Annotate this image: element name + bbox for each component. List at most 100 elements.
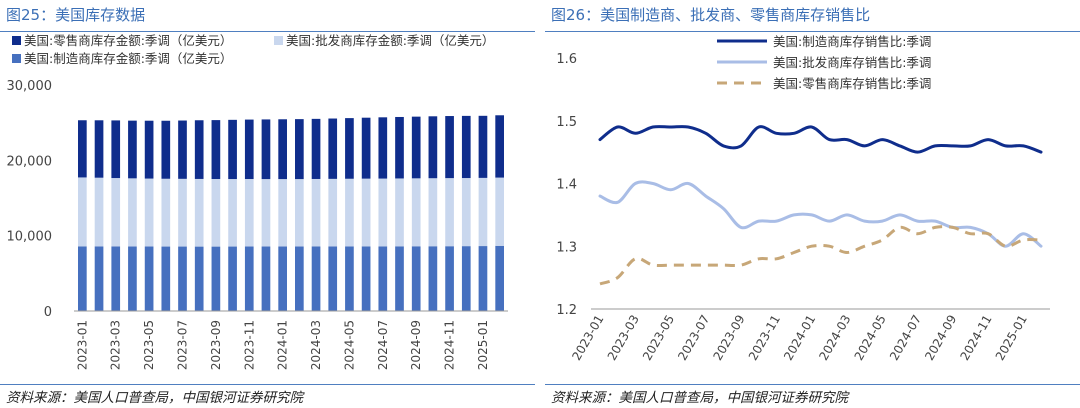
bar-segment-wholesale (178, 178, 187, 247)
bar-segment-manufacturing (478, 246, 488, 311)
bar-segment-retail (144, 120, 154, 179)
left-chart-title: 图25：美国库存数据 (6, 6, 146, 24)
bar-segment-wholesale (478, 177, 488, 247)
bar-segment-retail (228, 119, 237, 180)
line-x-tick-label: 2024-01 (781, 313, 818, 363)
bar-segment-wholesale (161, 178, 171, 247)
bar-segment-retail (178, 120, 187, 179)
bar-segment-wholesale (428, 178, 438, 247)
bar-segment-manufacturing (94, 246, 104, 311)
line-x-tick-label: 2023-03 (605, 313, 642, 363)
bar-segment-wholesale (328, 178, 338, 247)
line-x-tick-label: 2023-07 (675, 313, 712, 363)
line-y-tick-label: 1.2 (556, 303, 577, 318)
bar-segment-manufacturing (194, 246, 204, 311)
bar-segment-wholesale (144, 178, 154, 247)
bar-x-tick-label: 2024-09 (409, 320, 423, 370)
bar-segment-wholesale (194, 178, 204, 247)
right-chart-panel: 图26：美国制造商、批发商、零售商库存销售比 1.2 1.3 1.4 1.5 1.6 20… (545, 0, 1080, 408)
bar-segment-wholesale (228, 179, 237, 247)
bar-segment-manufacturing (295, 246, 304, 311)
bar-segment-retail (461, 115, 471, 179)
bar-segment-manufacturing (78, 246, 87, 311)
left-source-note: 资料来源：美国人口普查局，中国银河证券研究院 (6, 390, 303, 406)
bar-segment-wholesale (278, 179, 287, 247)
bar-segment-retail (244, 119, 254, 180)
bar-segment-wholesale (311, 178, 321, 247)
line-y-tick-label: 1.5 (556, 115, 577, 130)
bar-segment-wholesale (244, 179, 254, 247)
bar-segment-wholesale (395, 178, 404, 247)
left-title-rule (0, 31, 535, 32)
bar-segment-retail (361, 117, 371, 179)
bar-segment-wholesale (345, 178, 354, 247)
bar-y-tick-label: 10,000 (7, 230, 53, 245)
line-series-manufacturing (598, 125, 1043, 154)
bar-segment-wholesale (411, 178, 421, 247)
bar-segment-retail (378, 117, 388, 179)
bar-segment-wholesale (445, 178, 454, 247)
line-series-wholesale (598, 180, 1043, 248)
bar-segment-manufacturing (111, 246, 121, 311)
bar-segment-manufacturing (244, 246, 254, 311)
bar-segment-wholesale (111, 178, 121, 247)
right-chart-title: 图26：美国制造商、批发商、零售商库存销售比 (551, 6, 871, 24)
bar-plot-area (74, 85, 508, 311)
bar-segment-retail (161, 120, 171, 179)
bar-segment-manufacturing (461, 246, 471, 311)
bar-segment-manufacturing (361, 246, 371, 311)
bar-segment-manufacturing (428, 246, 438, 311)
bar-segment-manufacturing (228, 246, 237, 311)
bar-legend-label: 美国:批发商库存金额:季调（亿美元） (286, 33, 494, 48)
bar-segment-manufacturing (495, 245, 504, 311)
bar-segment-manufacturing (395, 246, 404, 311)
bar-x-tick-label: 2023-05 (142, 320, 156, 370)
bar-segment-retail (111, 120, 121, 179)
bar-y-tick-label: 20,000 (7, 154, 53, 169)
right-source-note: 资料来源：美国人口普查局，中国银河证券研究院 (551, 390, 848, 406)
bar-segment-manufacturing (411, 246, 421, 311)
bar-segment-retail (495, 115, 504, 178)
bar-x-tick-label: 2025-01 (476, 320, 490, 370)
bar-x-tick-label: 2024-05 (342, 320, 356, 370)
bar-segment-retail (128, 120, 137, 179)
bar-segment-wholesale (495, 177, 504, 246)
bar-x-tick-label: 2023-11 (242, 320, 256, 370)
bar-segment-retail (261, 119, 271, 180)
line-y-tick-label: 1.4 (556, 178, 577, 193)
bar-segment-wholesale (461, 178, 471, 247)
bar-segment-manufacturing (278, 246, 287, 311)
bar-segment-retail (345, 118, 354, 179)
bar-x-tick-label: 2023-09 (209, 320, 223, 370)
line-x-tick-label: 2024-09 (922, 313, 959, 363)
inventory-bar-chart: 0 10,000 20,000 30,000 2023-01 2023-03 2023-05… (7, 33, 508, 370)
bar-segment-retail (395, 116, 404, 179)
bar-segment-wholesale (211, 179, 221, 247)
bar-segment-retail (311, 118, 321, 179)
line-x-tick-label: 2024-11 (957, 313, 994, 363)
line-x-tick-label: 2025-01 (993, 313, 1030, 363)
bar-segment-wholesale (94, 177, 104, 247)
line-legend-label: 美国:批发商库存销售比:季调 (773, 55, 931, 70)
line-y-tick-label: 1.3 (556, 240, 577, 255)
bar-x-tick-label: 2024-03 (309, 320, 323, 370)
bar-y-tick-label: 0 (44, 305, 52, 320)
bar-legend-label: 美国:制造商库存金额:季调（亿美元） (24, 51, 232, 66)
line-x-tick-label: 2024-05 (852, 313, 889, 363)
bar-segment-manufacturing (128, 246, 137, 311)
line-y-tick-label: 1.6 (556, 52, 577, 67)
bar-legend-swatch (12, 36, 21, 45)
line-x-tick-label: 2023-01 (569, 313, 606, 363)
bar-segment-manufacturing (328, 246, 338, 311)
bar-segment-manufacturing (144, 246, 154, 311)
line-series-retail (599, 225, 1042, 286)
bar-segment-retail (94, 120, 104, 178)
bar-segment-wholesale (261, 179, 271, 247)
bar-y-tick-label: 30,000 (7, 79, 53, 94)
bar-segment-manufacturing (261, 246, 271, 311)
bar-segment-manufacturing (178, 246, 187, 311)
bar-segment-manufacturing (161, 246, 171, 311)
bar-x-tick-label: 2024-11 (443, 320, 457, 370)
line-x-tick-label: 2023-09 (711, 313, 748, 363)
bar-x-tick-label: 2024-07 (376, 320, 390, 370)
